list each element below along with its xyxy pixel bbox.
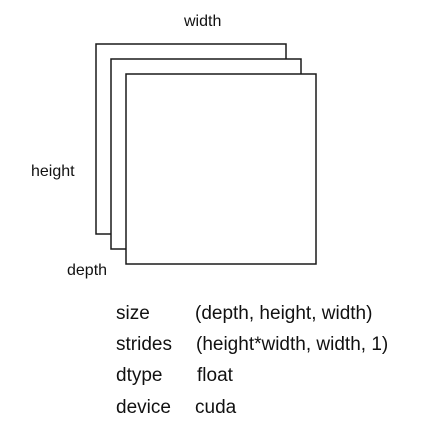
- property-key-size: size: [116, 303, 150, 324]
- height-label: height: [31, 163, 75, 180]
- property-value-size: (depth, height, width): [195, 303, 372, 324]
- tensor-layer-front: [125, 73, 317, 265]
- property-value-dtype: float: [197, 365, 234, 386]
- width-label: width: [183, 13, 221, 30]
- property-key-strides: strides: [116, 334, 172, 355]
- tensor-properties: size (depth, height, width) strides (hei…: [116, 303, 388, 418]
- property-value-strides: (height*width, width, 1): [196, 334, 388, 355]
- property-key-dtype: dtype: [116, 365, 162, 386]
- property-key-device: device: [116, 397, 171, 418]
- property-value-device: cuda: [195, 397, 237, 418]
- depth-label: depth: [67, 262, 107, 279]
